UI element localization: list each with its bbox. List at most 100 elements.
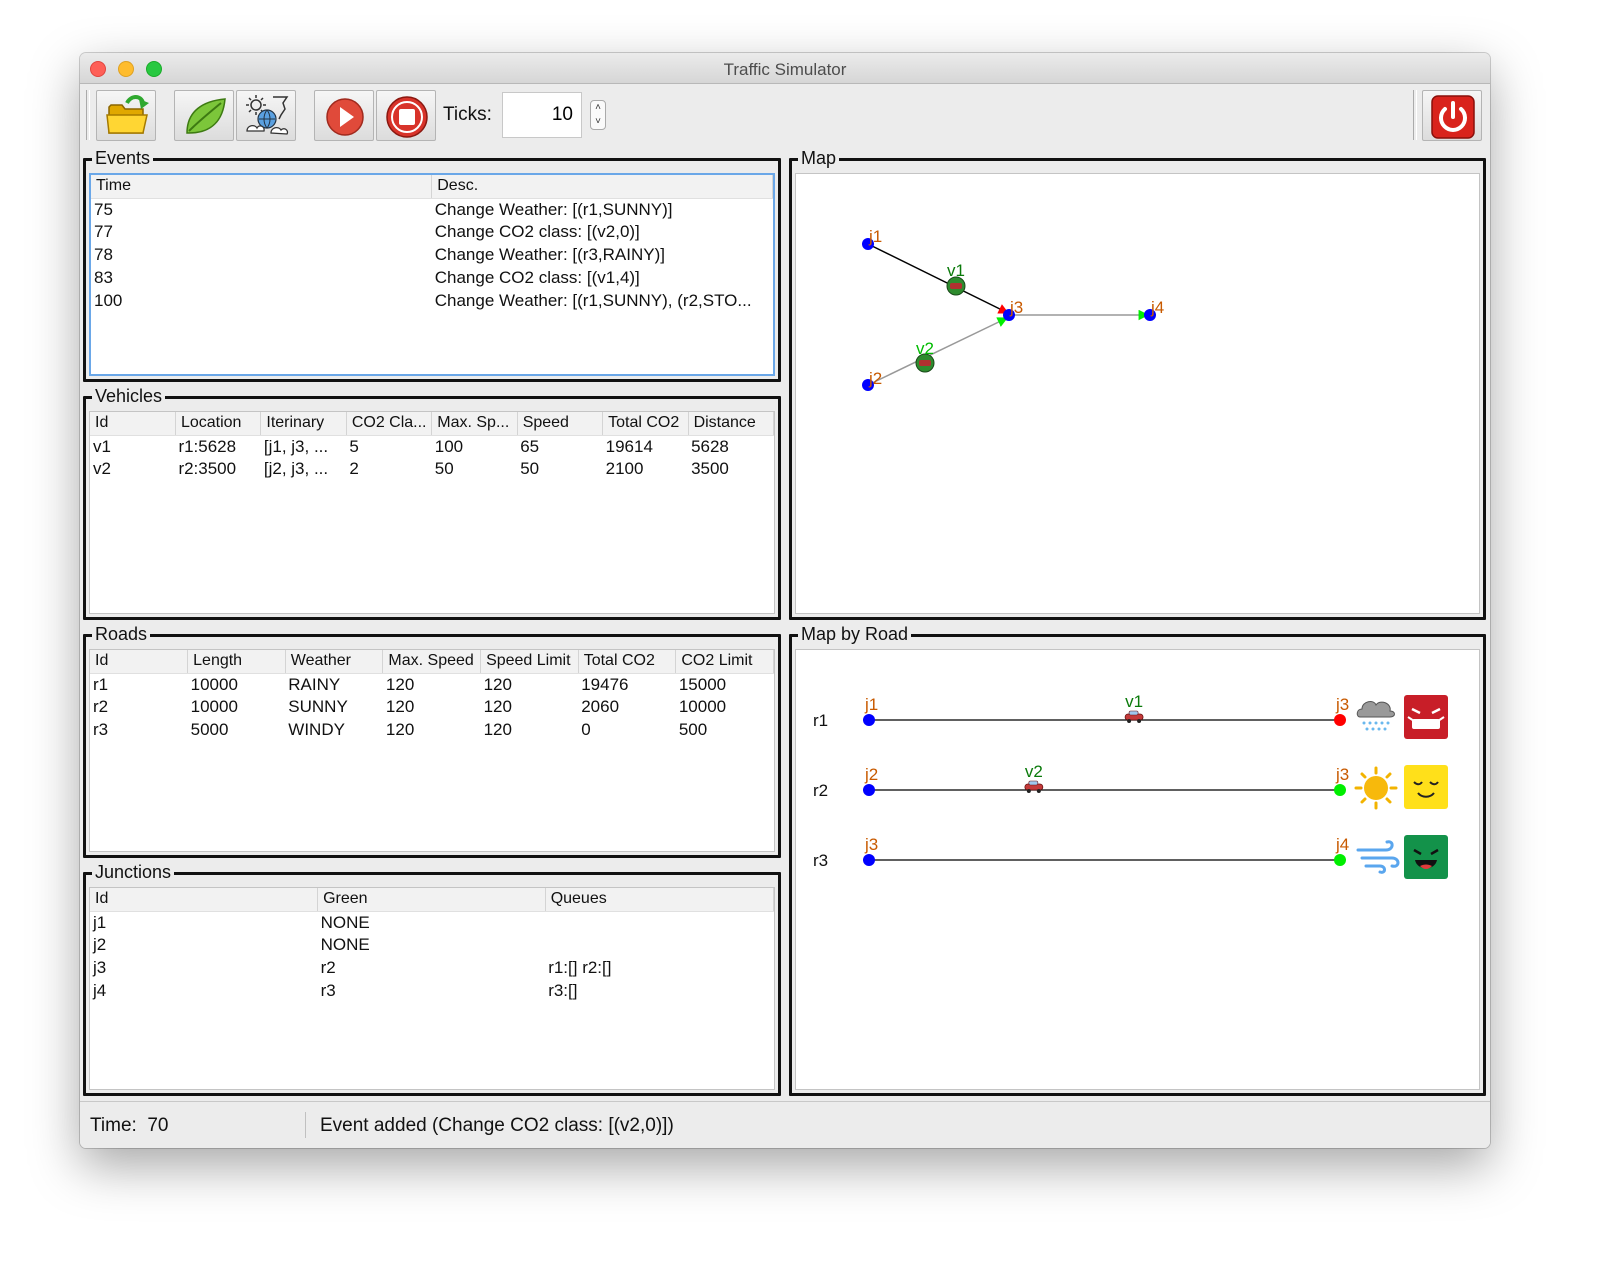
column-header[interactable]: Max. Speed [382,650,482,674]
road-src-junction-r2 [863,784,875,796]
table-cell: RAINY [288,674,341,694]
column-header[interactable]: Distance [688,412,774,436]
close-window-button[interactable] [90,61,106,77]
table-header: Id Location Iterinary CO2 Cla... Max. Sp… [90,412,774,436]
column-header[interactable]: Time [91,175,433,199]
junction-node-j1[interactable] [862,238,874,250]
column-header[interactable]: Queues [545,888,774,912]
minimize-window-button[interactable] [118,61,134,77]
table-row[interactable]: r2 10000 SUNNY 120 120 2060 10000 [90,696,774,719]
table-row[interactable]: 75 Change Weather: [(r1,SUNNY)] [91,198,773,221]
junction-node-j3[interactable] [1003,309,1015,321]
run-button[interactable] [314,90,374,141]
title-bar: Traffic Simulator [80,53,1490,84]
vehicle-icon-v1[interactable] [946,276,966,296]
junction-label-j1: j1 [868,227,882,246]
column-header[interactable]: Length [187,650,286,674]
vehicles-table[interactable]: Id Location Iterinary CO2 Cla... Max. Sp… [89,411,775,614]
roads-table[interactable]: Id Length Weather Max. Speed Speed Limit… [89,649,775,852]
junctions-table[interactable]: Id Green Queues j1 NONE j2 NONE j3 r2 r1:[] … [89,887,775,1090]
road-src-label-r3: j3 [864,835,878,854]
table-row[interactable]: j2 NONE [90,934,774,957]
road-label-r2: r2 [813,781,828,800]
column-header[interactable]: Total CO2 [578,650,677,674]
table-cell: NONE [320,935,370,955]
column-header[interactable]: Id [90,412,176,436]
column-header[interactable]: Green [317,888,546,912]
vehicle-label-v1: v1 [947,261,965,280]
table-cell: 500 [678,719,708,739]
column-header[interactable]: Speed [517,412,604,436]
load-events-button[interactable] [96,90,156,141]
road-label-r3: r3 [813,851,828,870]
table-row[interactable]: 83 Change CO2 class: [(v1,4)] [91,266,773,289]
column-header[interactable]: Id [90,650,189,674]
map-by-road-panel: Map by Road r1 j1 j3 v1 [789,624,1486,1096]
table-cell: Change CO2 class: [(v1,4)] [434,267,640,287]
column-header[interactable]: CO2 Cla... [346,412,433,436]
table-row[interactable]: 77 Change CO2 class: [(v2,0)] [91,221,773,244]
table-cell: 120 [483,697,512,717]
table-row[interactable]: v1 r1:5628 [j1, j3, ... 5 100 65 19614 5… [90,435,774,458]
table-cell: j2 [93,935,107,955]
roads-panel-title: Roads [92,624,151,644]
junction-node-j4[interactable] [1144,309,1156,321]
ticks-spinner-input[interactable] [502,92,582,138]
vehicles-panel: Vehicles Id Location Iterinary CO2 Cla..… [83,386,781,620]
status-time: Time: 70 [90,1115,169,1137]
column-header[interactable]: Iterinary [260,412,347,436]
junctions-panel-title: Junctions [92,862,175,882]
car-icon-v2[interactable] [1024,780,1044,793]
table-cell: Change Weather: [(r3,RAINY)] [434,244,665,264]
junction-node-j2[interactable] [862,379,874,391]
change-weather-button[interactable] [236,90,296,141]
toolbar-separator [1413,90,1417,140]
table-cell: 2 [349,459,359,479]
table-row[interactable]: j4 r3 r3:[] [90,979,774,1002]
table-row[interactable]: r3 5000 WINDY 120 120 0 500 [90,719,774,742]
change-co2-class-button[interactable] [174,90,234,141]
junction-label-j2: j2 [868,369,882,388]
status-bar: Time: 70 Event added (Change CO2 class: … [80,1101,1490,1148]
chevron-up-icon[interactable]: ˄ [595,102,601,113]
column-header[interactable]: Weather [285,650,384,674]
chevron-down-icon[interactable]: ˅ [595,116,601,127]
table-row[interactable]: 100 Change Weather: [(r1,SUNNY), (r2,STO.… [91,289,773,312]
column-header[interactable]: Desc. [431,175,773,199]
events-table[interactable]: Time Desc. 75 Change Weather: [(r1,SUNNY)… [89,173,775,376]
column-header[interactable]: Speed Limit [480,650,579,674]
play-icon [326,98,364,136]
zoom-window-button[interactable] [146,61,162,77]
exit-button[interactable] [1422,90,1482,141]
vehicle-icon-v2[interactable] [915,353,935,373]
table-cell [545,911,773,934]
table-row[interactable]: r1 10000 RAINY 120 120 19476 15000 [90,673,774,696]
map-canvas[interactable]: j1 j2 j3 j4 v1 v2 [795,173,1480,614]
table-cell [545,934,773,957]
car-icon-v1[interactable] [1124,710,1144,723]
table-row[interactable]: j1 NONE [90,911,774,934]
face-level-1-icon [1404,765,1448,809]
map-panel-title: Map [798,148,840,168]
column-header[interactable]: Id [90,888,319,912]
road-src-label-r2: j2 [864,765,878,784]
column-header[interactable]: Max. Sp... [431,412,518,436]
column-header[interactable]: Location [175,412,262,436]
ticks-spinner-arrows[interactable]: ˄ ˅ [590,100,606,130]
table-cell: 120 [385,674,415,694]
column-header[interactable]: Total CO2 [602,412,689,436]
table-row[interactable]: j3 r2 r1:[] r2:[] [90,957,774,980]
table-cell: r1:5628 [178,436,237,456]
map-by-road-canvas[interactable]: r1 j1 j3 v1 [795,649,1480,1090]
sun-icon [1354,766,1398,810]
table-cell: 75 [94,199,113,219]
table-cell: 65 [520,436,540,456]
road-dest-junction-r1 [1334,714,1346,726]
car-label-v1: v1 [1125,692,1143,711]
status-time-value: 70 [147,1115,169,1136]
column-header[interactable]: CO2 Limit [675,650,774,674]
wind-icon [1356,840,1400,874]
table-row[interactable]: 78 Change Weather: [(r3,RAINY)] [91,244,773,267]
table-row[interactable]: v2 r2:3500 [j2, j3, ... 2 50 50 2100 350… [90,458,774,481]
stop-button[interactable] [376,90,436,141]
